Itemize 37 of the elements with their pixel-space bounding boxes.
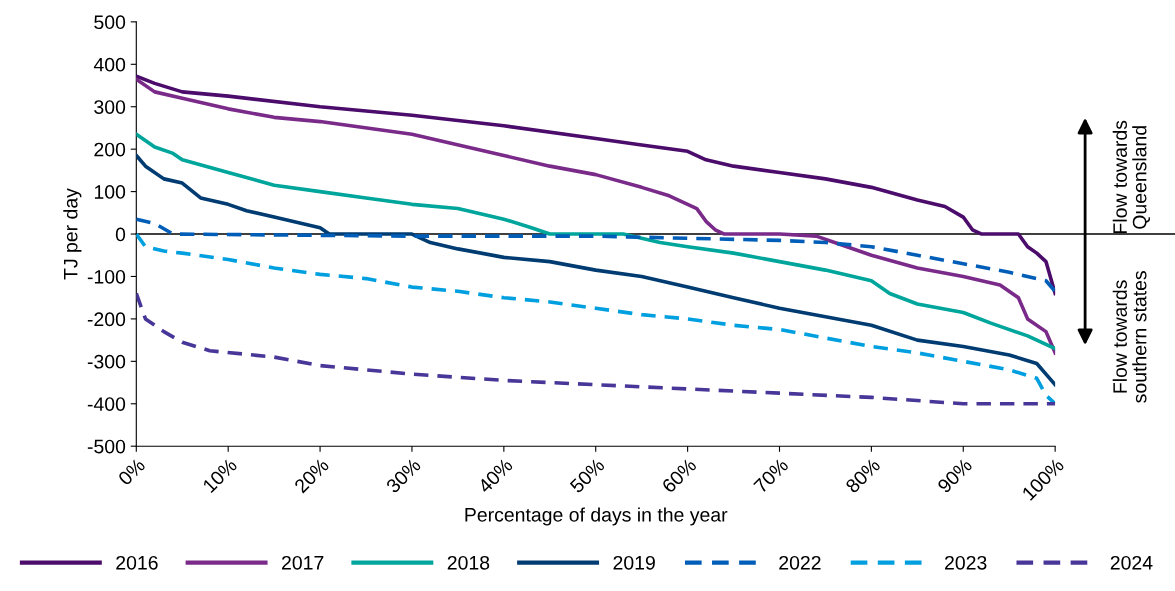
y-tick-label: -500	[87, 439, 126, 454]
y-tick-label: -400	[87, 397, 126, 412]
legend-label: 2024	[1110, 555, 1153, 570]
x-tick-label: 30%	[385, 457, 422, 494]
x-tick-label: 80%	[844, 457, 881, 494]
y-tick-label: -200	[87, 312, 126, 327]
line-series	[136, 74, 1056, 296]
y-tick-label: -100	[87, 269, 126, 284]
x-tick-label: 0%	[117, 457, 146, 487]
legend-label: 2019	[613, 555, 655, 570]
x-tick-label: 50%	[569, 457, 606, 494]
x-tick-label: 60%	[661, 457, 698, 494]
x-tick-label: 90%	[936, 457, 973, 494]
line-series	[136, 217, 1056, 294]
y-axis-title: TJ per day	[63, 188, 82, 280]
line-series	[136, 77, 1056, 355]
line-series	[136, 291, 1056, 406]
legend-label: 2016	[116, 555, 158, 570]
legend-label: 2017	[282, 555, 324, 570]
text: Flow towards Queensland	[1112, 120, 1150, 233]
x-axis-title: Percentage of days in the year	[465, 507, 728, 526]
x-tick-label: 70%	[753, 457, 790, 494]
x-tick-label: 40%	[477, 457, 514, 494]
y-tick-label: 300	[94, 100, 126, 114]
line-series	[136, 132, 1056, 351]
line-series	[136, 153, 1056, 387]
y-tick-label: 0	[115, 227, 126, 242]
legend-label: 2018	[447, 555, 490, 570]
legend-label: 2023	[945, 555, 987, 570]
y-tick-label: 200	[94, 142, 126, 157]
text: Flow towards southern states	[1112, 271, 1147, 403]
legend-label: 2022	[779, 555, 821, 570]
x-tick-label: 10%	[202, 457, 238, 494]
y-tick-label: 500	[94, 15, 126, 30]
y-tick-label: 100	[94, 185, 126, 199]
y-tick-label: -300	[87, 354, 126, 369]
y-tick-label: 400	[93, 57, 126, 72]
